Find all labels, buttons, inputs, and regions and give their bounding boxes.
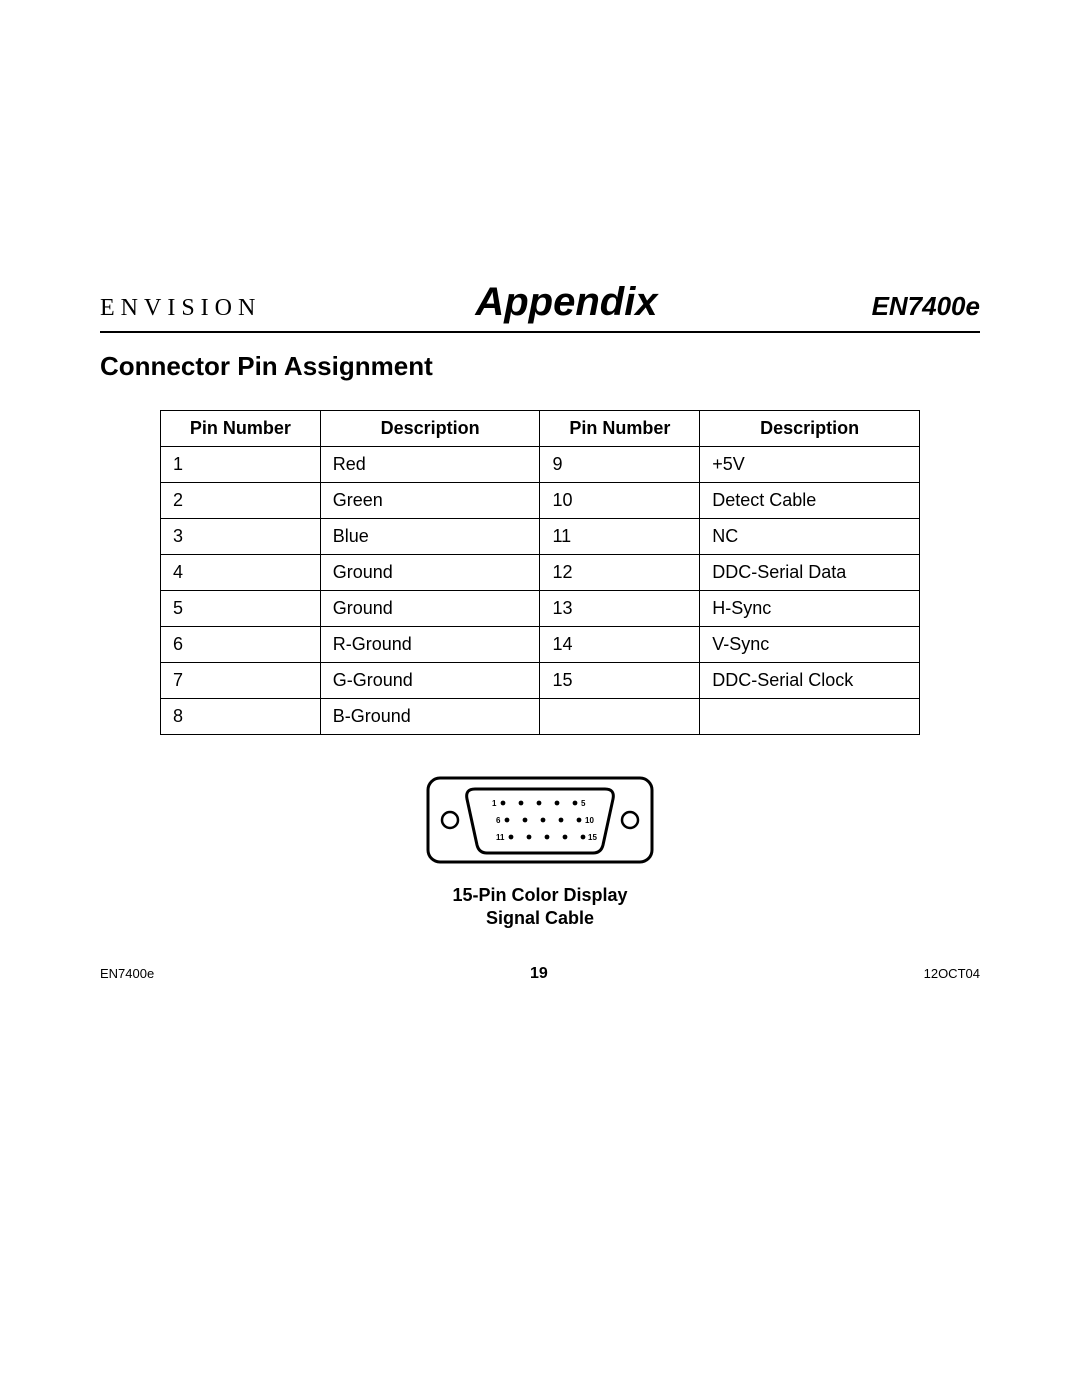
page-header: ENVISION Appendix EN7400e bbox=[100, 280, 980, 333]
table-cell: +5V bbox=[700, 447, 920, 483]
table-row: 8B-Ground bbox=[161, 699, 920, 735]
pin-label: 6 bbox=[496, 816, 501, 825]
vga-connector-icon: 1 5 6 10 11 15 bbox=[425, 775, 655, 865]
table-cell: 5 bbox=[161, 591, 321, 627]
caption-line: Signal Cable bbox=[486, 908, 594, 928]
footer-model: EN7400e bbox=[100, 966, 154, 981]
table-cell: 15 bbox=[540, 663, 700, 699]
table-cell: Blue bbox=[320, 519, 540, 555]
table-row: 3Blue11NC bbox=[161, 519, 920, 555]
page-footer: EN7400e 19 12OCT04 bbox=[100, 965, 980, 983]
table-cell: Green bbox=[320, 483, 540, 519]
table-cell: 4 bbox=[161, 555, 321, 591]
table-header: Description bbox=[700, 411, 920, 447]
table-cell bbox=[700, 699, 920, 735]
table-cell: 11 bbox=[540, 519, 700, 555]
table-cell: DDC-Serial Clock bbox=[700, 663, 920, 699]
brand-logo: ENVISION bbox=[100, 295, 261, 322]
section-title: Connector Pin Assignment bbox=[100, 351, 980, 382]
table-header: Pin Number bbox=[161, 411, 321, 447]
table-row: 4Ground12DDC-Serial Data bbox=[161, 555, 920, 591]
model-number: EN7400e bbox=[872, 291, 980, 322]
caption-line: 15-Pin Color Display bbox=[452, 885, 627, 905]
table-cell: 7 bbox=[161, 663, 321, 699]
table-cell: R-Ground bbox=[320, 627, 540, 663]
table-cell: B-Ground bbox=[320, 699, 540, 735]
table-row: 2Green10Detect Cable bbox=[161, 483, 920, 519]
table-cell: 6 bbox=[161, 627, 321, 663]
table-cell: G-Ground bbox=[320, 663, 540, 699]
table-cell: 2 bbox=[161, 483, 321, 519]
table-cell: NC bbox=[700, 519, 920, 555]
table-cell: V-Sync bbox=[700, 627, 920, 663]
pin-label: 11 bbox=[496, 833, 505, 842]
table-cell: 1 bbox=[161, 447, 321, 483]
page-number: 19 bbox=[530, 965, 548, 983]
table-header: Pin Number bbox=[540, 411, 700, 447]
table-cell: 8 bbox=[161, 699, 321, 735]
table-row: 7G-Ground15DDC-Serial Clock bbox=[161, 663, 920, 699]
table-cell: 10 bbox=[540, 483, 700, 519]
table-cell: DDC-Serial Data bbox=[700, 555, 920, 591]
table-cell: 3 bbox=[161, 519, 321, 555]
table-row: 1Red9+5V bbox=[161, 447, 920, 483]
table-cell bbox=[540, 699, 700, 735]
pin-label: 15 bbox=[588, 833, 597, 842]
table-cell: Ground bbox=[320, 555, 540, 591]
table-cell: Red bbox=[320, 447, 540, 483]
pin-label: 10 bbox=[585, 816, 594, 825]
table-cell: 12 bbox=[540, 555, 700, 591]
connector-diagram: 1 5 6 10 11 15 15-Pin Color Display Sign… bbox=[100, 775, 980, 931]
pin-assignment-table: Pin Number Description Pin Number Descri… bbox=[160, 410, 920, 735]
pin-label: 5 bbox=[581, 799, 586, 808]
table-cell: 14 bbox=[540, 627, 700, 663]
table-cell: Detect Cable bbox=[700, 483, 920, 519]
table-cell: 9 bbox=[540, 447, 700, 483]
footer-date: 12OCT04 bbox=[924, 966, 980, 981]
table-header-row: Pin Number Description Pin Number Descri… bbox=[161, 411, 920, 447]
table-row: 5Ground13H-Sync bbox=[161, 591, 920, 627]
table-cell: 13 bbox=[540, 591, 700, 627]
pin-label: 1 bbox=[492, 799, 497, 808]
page-title: Appendix bbox=[475, 280, 657, 325]
connector-caption: 15-Pin Color Display Signal Cable bbox=[100, 884, 980, 931]
table-cell: Ground bbox=[320, 591, 540, 627]
table-row: 6R-Ground14V-Sync bbox=[161, 627, 920, 663]
table-cell: H-Sync bbox=[700, 591, 920, 627]
table-header: Description bbox=[320, 411, 540, 447]
